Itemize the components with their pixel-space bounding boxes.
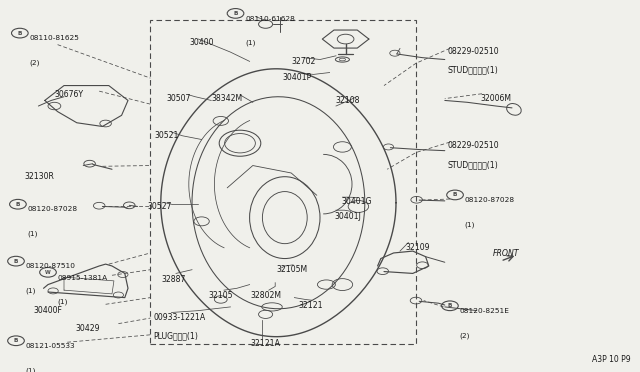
Text: 08120-8251E: 08120-8251E — [460, 308, 509, 314]
Text: (1): (1) — [28, 231, 38, 237]
Text: (1): (1) — [26, 288, 36, 294]
Text: 30429: 30429 — [76, 324, 100, 333]
Text: 30527: 30527 — [147, 202, 172, 211]
Text: 32130R: 32130R — [24, 172, 54, 181]
Text: 38342M: 38342M — [211, 94, 243, 103]
Text: B: B — [14, 338, 18, 343]
Text: (2): (2) — [460, 332, 470, 339]
Text: B: B — [453, 192, 457, 198]
Bar — [150, 20, 416, 344]
Text: (2): (2) — [29, 60, 40, 66]
Text: (1): (1) — [58, 299, 68, 305]
Text: B: B — [16, 202, 20, 207]
Text: 08229-02510: 08229-02510 — [448, 46, 500, 55]
Text: 08120-87028: 08120-87028 — [465, 197, 515, 203]
Text: 30676Y: 30676Y — [54, 90, 84, 99]
Text: 08121-05533: 08121-05533 — [26, 343, 76, 349]
Text: 08229-02510: 08229-02510 — [448, 141, 500, 150]
Text: FRONT: FRONT — [493, 249, 519, 258]
Text: 00933-1221A: 00933-1221A — [154, 313, 205, 322]
Text: 32121: 32121 — [298, 301, 323, 310]
Text: 30401P: 30401P — [283, 73, 312, 82]
Text: 32105M: 32105M — [276, 265, 308, 274]
Text: 32108: 32108 — [335, 96, 360, 105]
Text: 32006M: 32006M — [480, 94, 511, 103]
Text: (1): (1) — [26, 367, 36, 372]
Text: STUDスタッド(1): STUDスタッド(1) — [448, 160, 499, 169]
Text: 08110-81625: 08110-81625 — [29, 35, 79, 41]
Text: B: B — [14, 259, 18, 264]
Text: 08110-61628: 08110-61628 — [245, 16, 295, 22]
Text: 08915-1381A: 08915-1381A — [58, 275, 108, 280]
Text: 32109: 32109 — [406, 243, 430, 251]
Text: 30401G: 30401G — [341, 197, 372, 206]
Text: 30400F: 30400F — [33, 306, 62, 315]
Text: (1): (1) — [465, 221, 475, 228]
Text: B: B — [18, 31, 22, 36]
Text: W: W — [45, 270, 51, 275]
Text: 30400: 30400 — [189, 38, 214, 47]
Text: 08120-87510: 08120-87510 — [26, 263, 76, 269]
Text: 32105: 32105 — [209, 291, 233, 300]
Text: A3P 10 P9: A3P 10 P9 — [592, 355, 630, 364]
Text: PLUGプラグ(1): PLUGプラグ(1) — [154, 332, 198, 341]
Text: 32121A: 32121A — [251, 339, 281, 348]
Text: (1): (1) — [245, 40, 255, 46]
Text: 32802M: 32802M — [251, 291, 282, 300]
Text: 32702: 32702 — [292, 57, 316, 65]
Text: 30507: 30507 — [166, 94, 191, 103]
Text: 32887: 32887 — [161, 275, 186, 283]
Text: 30401J: 30401J — [335, 212, 362, 221]
Text: 08120-87028: 08120-87028 — [28, 206, 77, 212]
Text: STUDスタッド(1): STUDスタッド(1) — [448, 65, 499, 74]
Text: 30521: 30521 — [155, 131, 179, 140]
Text: B: B — [234, 11, 237, 16]
Text: B: B — [448, 303, 452, 308]
